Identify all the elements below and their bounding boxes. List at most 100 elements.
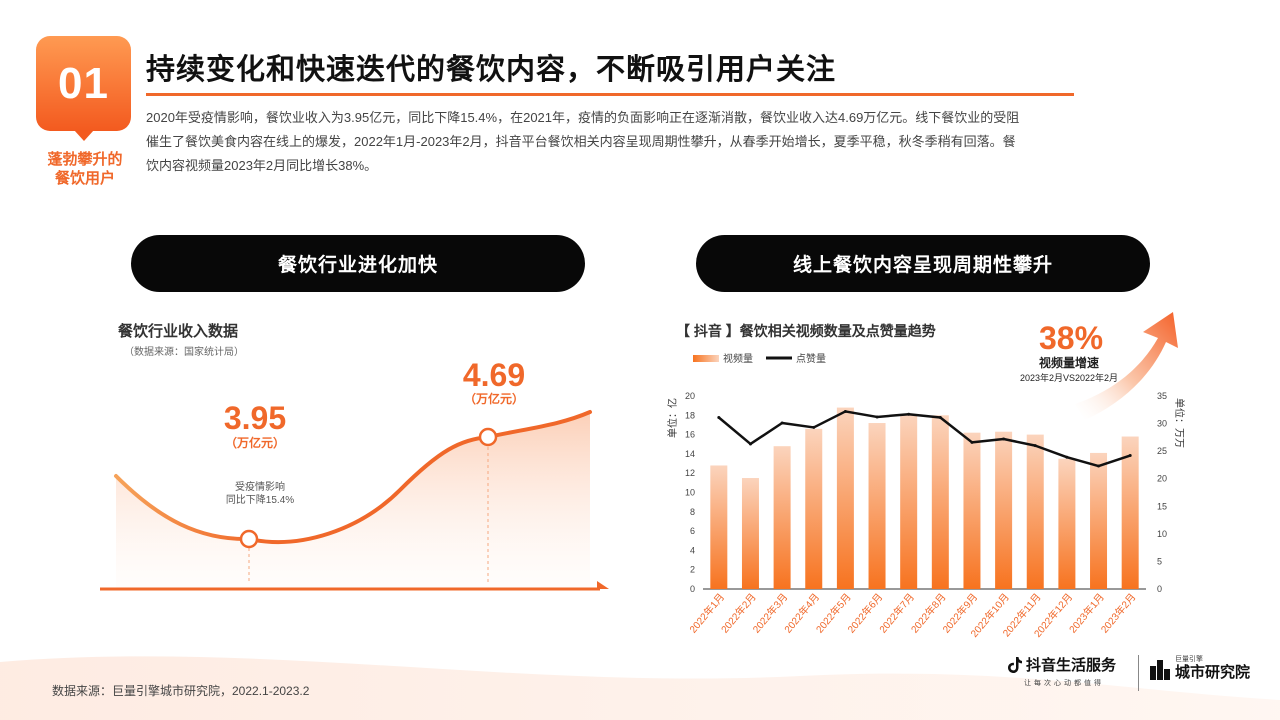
x-tick-label: 2022年5月: [813, 591, 854, 636]
left-tick-label: 18: [685, 410, 695, 420]
x-tick-label: 2022年3月: [750, 591, 791, 636]
unit-label-2021: （万亿元）: [464, 391, 524, 406]
revenue-curve: [114, 410, 592, 544]
likes-point: [1065, 455, 1069, 459]
right-chart-title: 【 抖音 】餐饮相关视频数量及点赞量趋势: [676, 323, 936, 339]
likes-point: [907, 412, 911, 416]
intro-line: 2020年受疫情影响，餐饮业收入为3.95亿元，同比下降15.4%，在2021年…: [146, 110, 1020, 125]
bar-video-count: [931, 415, 949, 589]
left-tick-label: 8: [690, 507, 695, 517]
title-divider: [146, 93, 1074, 96]
left-tick-label: 14: [685, 449, 695, 459]
likes-point: [717, 416, 721, 420]
left-tick-label: 6: [690, 526, 695, 536]
side-label-line2: 餐饮用户: [54, 170, 115, 187]
highlight-value: 38%: [1039, 320, 1103, 356]
highlight-label: 视频量增速: [1039, 355, 1099, 370]
bar-video-count: [1121, 436, 1139, 589]
bar-video-count: [900, 414, 918, 589]
section-badge: 01: [36, 36, 131, 141]
bar-video-count: [710, 465, 728, 589]
likes-point: [970, 440, 974, 444]
left-tick-label: 12: [685, 468, 695, 478]
x-tick-label: 2022年6月: [845, 591, 886, 636]
logo-a-slogan: 让每次心动都值得: [1024, 680, 1104, 687]
left-chart-subtitle: （数据来源：国家统计局）: [124, 347, 244, 358]
left-section-pill: 餐饮行业进化加快: [131, 235, 585, 292]
right-tick-label: 30: [1157, 419, 1167, 429]
city-buildings-icon: [1150, 660, 1170, 680]
likes-point: [1002, 437, 1006, 441]
x-tick-label: 2022年12月: [1031, 591, 1075, 640]
likes-point: [780, 421, 784, 425]
footer-source: 数据来源：巨量引擎城市研究院，2022.1-2023.2: [52, 684, 310, 698]
bar-video-count: [773, 446, 791, 589]
right-tick-label: 0: [1157, 584, 1162, 594]
annotation-line1: 受疫情影响: [235, 480, 285, 493]
x-tick-label: 2022年4月: [781, 591, 822, 636]
x-tick-label: 2022年2月: [718, 591, 759, 636]
right-section-pill: 线上餐饮内容呈现周期性攀升: [696, 235, 1150, 292]
highlight-note: 2023年2月VS2022年2月: [1020, 372, 1118, 383]
likes-point: [875, 415, 879, 419]
bar-video-count: [1090, 452, 1108, 589]
city-institute-logo: 巨量引擎 城市研究院: [1150, 656, 1250, 682]
side-label-line1: 蓬勃攀升的: [47, 151, 123, 168]
bar-video-count: [1058, 458, 1076, 589]
annotation-line2: 同比下降15.4%: [226, 493, 294, 506]
left-tick-label: 4: [690, 545, 695, 555]
left-tick-label: 0: [690, 584, 695, 594]
douyin-note-icon: [1008, 656, 1022, 673]
likes-point: [938, 416, 942, 420]
likes-line: [718, 410, 1131, 468]
point-2020: [239, 529, 259, 549]
left-chart-baseline-arrow: [597, 581, 609, 589]
bar-video-count: [868, 423, 886, 589]
right-tick-label: 10: [1157, 529, 1167, 539]
left-chart-title: 餐饮行业收入数据: [118, 323, 239, 340]
right-tick-label: 15: [1157, 501, 1167, 511]
value-label-2020: 3.95: [224, 400, 286, 436]
intro-line: 饮内容视频量2023年2月同比增长38%。: [146, 158, 378, 173]
left-tick-label: 20: [685, 391, 695, 401]
logo-a-text: 抖音生活服务: [1026, 657, 1117, 674]
logo-b-text: 城市研究院: [1175, 664, 1251, 681]
right-tick-label: 5: [1157, 556, 1162, 566]
value-label-2021: 4.69: [463, 357, 525, 393]
unit-label-2020: （万亿元）: [225, 435, 285, 450]
logo-b-small-text: 巨量引擎: [1175, 656, 1203, 663]
likes-point: [1033, 444, 1037, 448]
right-tick-label: 20: [1157, 474, 1167, 484]
logo-separator: [1138, 655, 1139, 691]
left-axis-ticks: 0 2 4 6 8 10 12 14 16 18 20: [685, 391, 695, 594]
bar-video-count: [995, 431, 1013, 589]
bar-video-count: [805, 428, 823, 589]
intro-paragraph: 2020年受疫情影响，餐饮业收入为3.95亿元，同比下降15.4%，在2021年…: [146, 106, 1061, 178]
point-2021: [478, 427, 498, 447]
x-tick-label: 2022年7月: [876, 591, 917, 636]
likes-point: [812, 425, 816, 429]
bar-video-count: [741, 478, 759, 589]
bar-video-count: [836, 407, 854, 589]
legend-label-likes: 点赞量: [796, 352, 826, 365]
legend-bar-swatch: [693, 355, 719, 362]
page-title: 持续变化和快速迭代的餐饮内容，不断吸引用户关注: [146, 54, 837, 86]
left-tick-label: 16: [685, 430, 695, 440]
x-tick-label: 2022年9月: [940, 591, 981, 636]
intro-line: 催生了餐饮美食内容在线上的爆发，2022年1月-2023年2月，抖音平台餐饮相关…: [146, 134, 1016, 149]
bar-video-count: [1026, 434, 1044, 589]
right-axis-ticks: 0 5 10 15 20 25 30 35: [1157, 391, 1167, 594]
x-tick-label: 2022年8月: [908, 591, 949, 636]
x-tick-label: 2022年1月: [686, 591, 727, 636]
x-tick-label: 2023年1月: [1066, 591, 1107, 636]
legend-label-videos: 视频量: [723, 352, 753, 365]
x-tick-label: 2022年11月: [1000, 591, 1044, 640]
likes-point: [843, 409, 847, 413]
right-tick-label: 35: [1157, 391, 1167, 401]
x-tick-label: 2022年10月: [968, 591, 1012, 640]
douyin-life-logo: 抖音生活服务 让每次心动都值得: [1008, 654, 1128, 688]
left-tick-label: 2: [690, 565, 695, 575]
bars-group: [710, 407, 1139, 589]
x-axis-ticks: 2022年1月2022年2月2022年3月2022年4月2022年5月2022年…: [686, 591, 1138, 640]
growth-arrow-icon: [1075, 312, 1178, 420]
